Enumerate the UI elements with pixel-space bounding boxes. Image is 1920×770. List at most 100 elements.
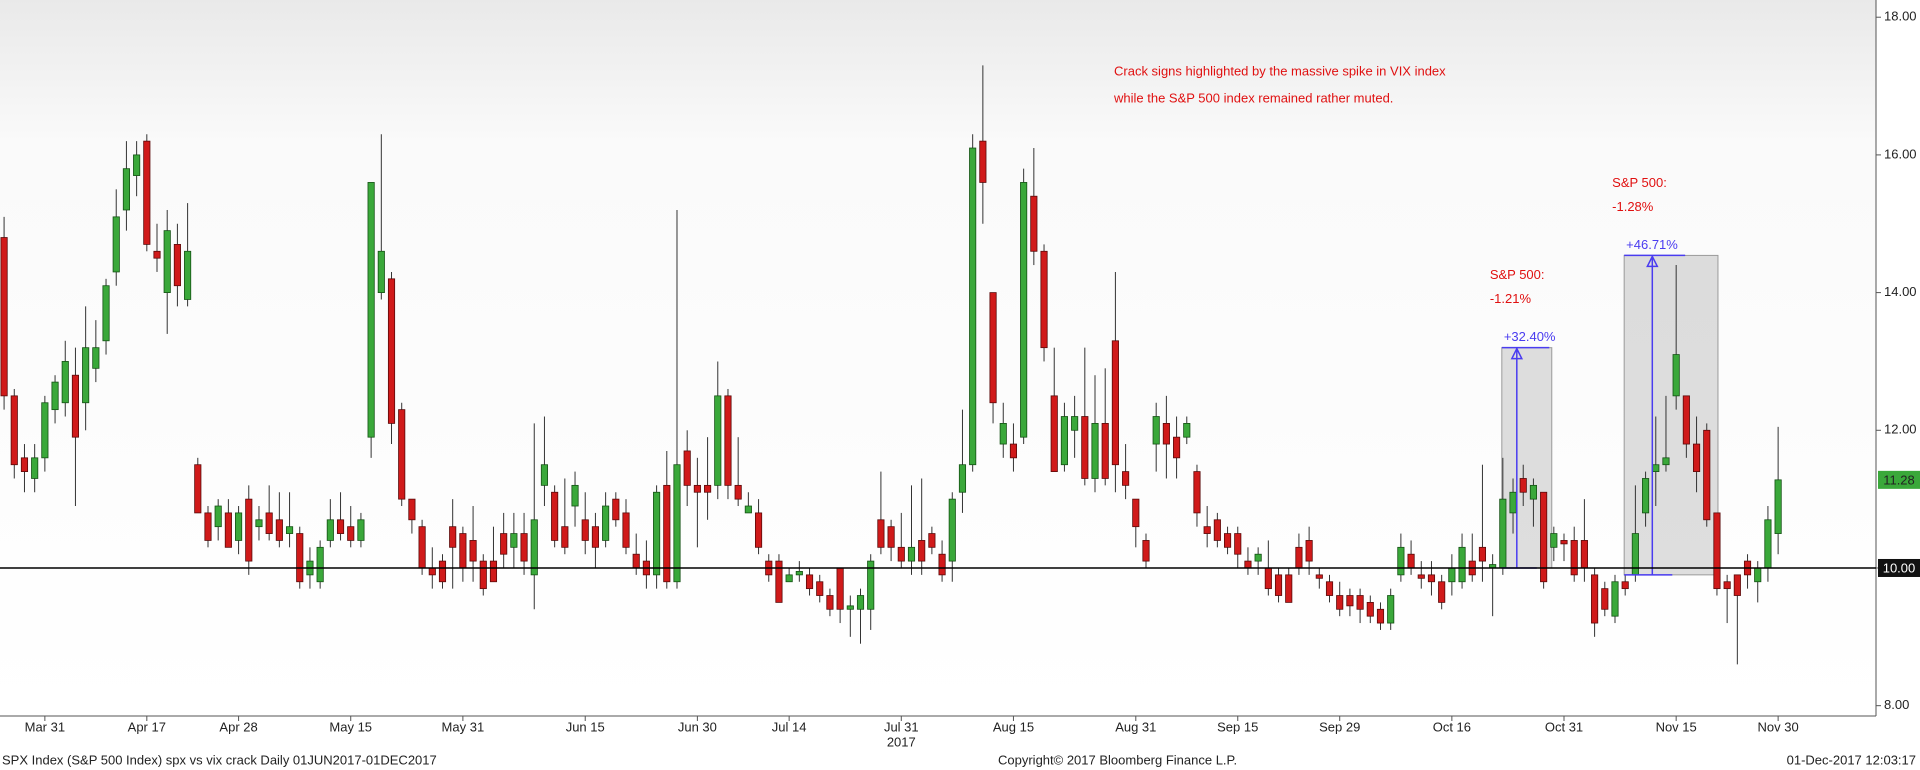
candle-body [163,230,171,293]
candle-body [1009,443,1018,459]
candle-body [1662,457,1670,466]
candle-body [285,526,294,534]
candle-body [1030,195,1038,252]
candle-body [31,457,39,479]
candle-body [795,571,803,576]
candle-body [907,546,916,562]
candle-body [744,505,752,514]
x-tick-label: Nov 30 [1758,719,1799,734]
candle-body [826,595,834,610]
y-tick-label: 12.00 [1884,422,1917,437]
candle-body [10,395,18,466]
candle-body [714,395,722,486]
candle-body [1540,491,1548,583]
candle-body [1366,602,1374,617]
candle-body [724,395,732,486]
candle-body [1438,581,1446,603]
candle-body [316,546,324,583]
candle-body [143,140,151,245]
candle-body [1499,498,1507,569]
candle-body [61,361,69,404]
candle-body [0,237,8,397]
candle-body [673,464,681,583]
candle-body [1458,546,1466,583]
candle-body [1325,581,1334,596]
candle-body [785,574,793,583]
x-tick-label: Apr 28 [219,719,257,734]
x-tick-label: Aug 15 [993,719,1034,734]
candle-body [969,147,977,466]
candle-body [296,533,304,583]
candle-body [1580,540,1588,569]
candle-body [989,292,997,404]
y-tick-label: 8.00 [1884,697,1909,712]
candle-body [377,250,385,293]
candle-body [1142,540,1150,562]
candle-body [1356,595,1364,610]
candle-body [1223,533,1232,548]
candle-body [663,484,671,583]
candle-body [224,512,232,548]
candle-body [1642,478,1650,514]
candle-body [1122,471,1130,486]
callout-note: S&P 500: [1612,175,1667,190]
candle-body [867,560,875,610]
candle-body [1152,416,1160,445]
callout-note: -1.28% [1612,199,1654,214]
candle-body [153,250,161,259]
candle-body [1132,498,1140,528]
candle-body [214,505,222,528]
candle-body [1754,567,1762,583]
x-tick-label: Apr 17 [128,719,166,734]
candle-body [1295,546,1303,569]
candle-body [438,560,447,583]
candle-body [846,605,854,610]
candle-body [1060,416,1068,466]
candle-body [581,519,589,541]
candle-body [367,182,375,438]
x-tick-label: Sep 29 [1319,719,1360,734]
candle-body [1315,574,1323,579]
candle-body [1376,608,1385,624]
candle-body [1071,416,1079,431]
x-tick-label: Sep 15 [1217,719,1258,734]
candle-body [1519,478,1527,493]
callout-note: -1.21% [1490,291,1532,306]
x-tick-label: May 15 [329,719,372,734]
candle-body [1173,436,1181,459]
candle-body [1417,574,1425,579]
candle-body [1336,595,1344,610]
candle-body [357,519,365,541]
last-value-tag-label: 11.28 [1883,472,1915,487]
x-tick-label: Jul 31 [884,719,919,734]
candle-body [336,519,345,534]
candle-body [561,526,569,548]
x-tick-label: Mar 31 [25,719,65,734]
candle-body [204,512,212,541]
candle-body [775,560,783,603]
candle-body [1591,574,1599,624]
candle-body [1703,429,1711,521]
x-tick-label: Oct 16 [1433,719,1471,734]
candle-body [449,526,457,548]
candle-body [836,567,844,610]
candle-body [20,457,29,472]
reference-tag [1878,558,1920,577]
candle-body [1478,546,1487,562]
candle-body [653,491,661,576]
x-tick-label: Oct 31 [1545,719,1583,734]
candle-body [918,540,926,562]
candle-body [1407,553,1415,569]
candle-body [602,505,610,541]
callout-arrowhead [1646,254,1659,268]
candle-body [500,533,508,555]
candle-body [102,285,110,342]
candle-body [489,560,498,583]
candle-body [41,402,49,459]
candle-body [1203,526,1211,534]
candle-body [683,450,691,486]
callout-label: +46.71% [1626,237,1678,252]
last-value-tag [1878,470,1920,489]
candle-body [540,464,549,486]
